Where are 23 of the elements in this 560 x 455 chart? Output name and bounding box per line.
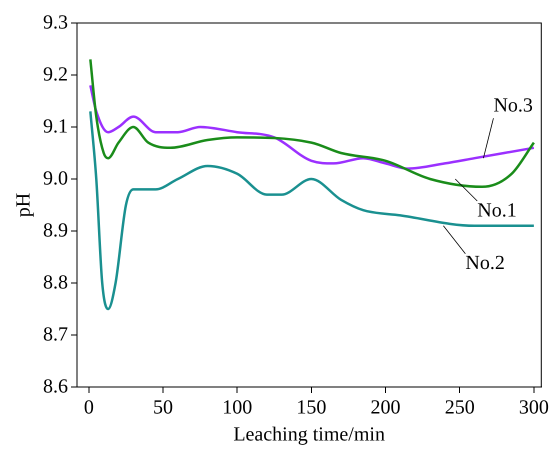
y-tick-label: 8.8 <box>43 271 68 294</box>
x-tick-label: 150 <box>296 396 326 418</box>
y-tick-label: 9.2 <box>43 63 68 86</box>
y-axis-title: pH <box>12 192 34 218</box>
line-series <box>89 110 536 310</box>
x-axis-title: Leaching time/min <box>233 423 385 446</box>
line-series <box>89 84 536 170</box>
y-tick-label: 8.9 <box>43 219 68 242</box>
y-tick-label: 9.3 <box>43 11 68 34</box>
x-tick-label: 250 <box>444 396 475 418</box>
y-tick-label: 8.7 <box>43 323 68 346</box>
x-tick-label: 0 <box>84 396 94 418</box>
annotation: No.2 <box>465 252 505 274</box>
annotation: No.1 <box>477 199 517 222</box>
line-series <box>89 58 536 188</box>
x-tick-label: 200 <box>370 396 401 418</box>
x-tick-label: 50 <box>153 396 174 418</box>
y-tick-label: 8.6 <box>43 375 68 398</box>
annotation: No.3 <box>493 94 533 116</box>
y-tick-label: 9.1 <box>43 115 68 138</box>
y-tick-label: 9.0 <box>43 167 68 190</box>
x-tick-label: 300 <box>518 396 549 418</box>
x-tick-label: 100 <box>222 396 252 418</box>
